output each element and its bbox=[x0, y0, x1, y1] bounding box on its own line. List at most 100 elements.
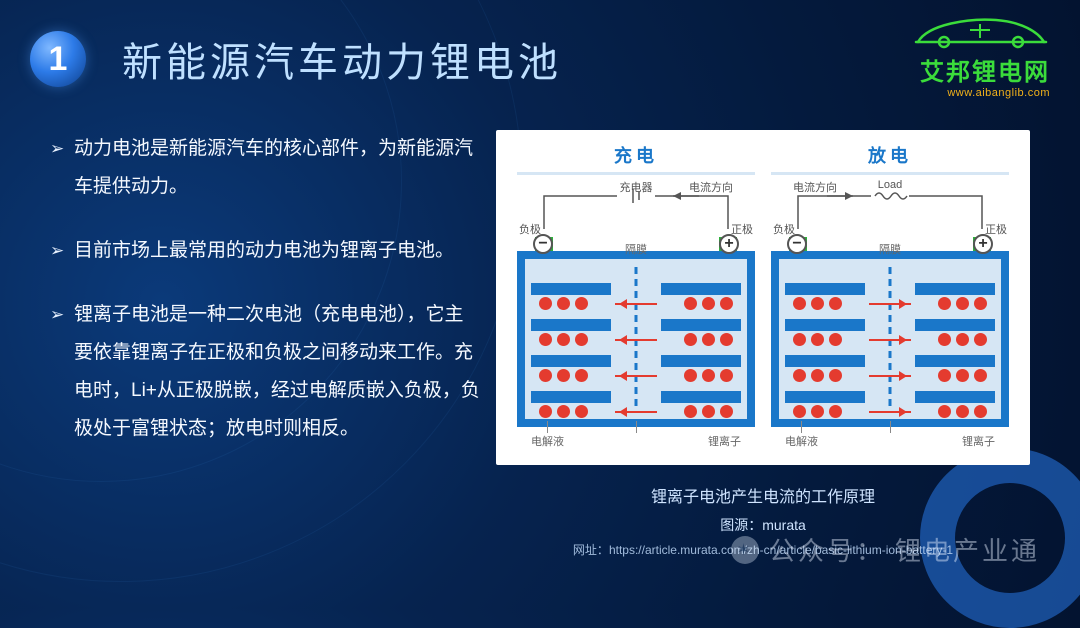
electrode-shelves bbox=[785, 269, 995, 409]
lithium-ion-icon bbox=[557, 405, 570, 418]
lithium-ion-icon bbox=[702, 369, 715, 382]
lithium-ion-icon bbox=[938, 369, 951, 382]
lithium-ion-icon bbox=[938, 297, 951, 310]
url-prefix: 网址： bbox=[573, 543, 609, 557]
cell-inner: 隔膜−+ bbox=[779, 259, 1001, 419]
source-prefix: 图源： bbox=[720, 517, 762, 533]
lithium-ion-icon bbox=[575, 369, 588, 382]
slide-title: 新能源汽车动力锂电池 bbox=[122, 30, 562, 88]
lithium-ion-icon bbox=[557, 333, 570, 346]
url-text: https://article.murata.com/zh-cn/article… bbox=[609, 543, 953, 557]
ion-flow-arrow-icon bbox=[869, 411, 911, 413]
ion-flow-arrow-icon bbox=[615, 375, 657, 377]
lithium-ion-icon bbox=[829, 333, 842, 346]
circuit-row: Load 电流方向 bbox=[771, 181, 1009, 229]
ion-flow-arrow-icon bbox=[615, 339, 657, 341]
bullet-list: ➢ 动力电池是新能源汽车的核心部件，为新能源汽车提供动力。 ➢ 目前市场上最常用… bbox=[50, 130, 480, 578]
lithium-ion-icon bbox=[974, 333, 987, 346]
ion-label: 锂离子 bbox=[962, 433, 995, 449]
lithium-ion-icon bbox=[684, 333, 697, 346]
panel-title: 放电 bbox=[771, 142, 1009, 175]
ion-flow-arrow-icon bbox=[615, 303, 657, 305]
lithium-ion-icon bbox=[956, 405, 969, 418]
lithium-ion-icon bbox=[720, 297, 733, 310]
lithium-ion-icon bbox=[720, 405, 733, 418]
diagram-url: 网址：https://article.murata.com/zh-cn/arti… bbox=[496, 541, 1030, 558]
separator-label: 隔膜 bbox=[879, 241, 901, 257]
lithium-ion-icon bbox=[793, 405, 806, 418]
panel-title: 充电 bbox=[517, 142, 755, 175]
lithium-ion-icon bbox=[684, 297, 697, 310]
cathode-layer bbox=[915, 355, 995, 367]
device-label: 充电器 bbox=[620, 179, 653, 195]
lithium-ion-icon bbox=[575, 297, 588, 310]
ion-flow-arrow-icon bbox=[869, 339, 911, 341]
anode-layer bbox=[531, 355, 611, 367]
slide-header: 1 新能源汽车动力锂电池 艾邦锂电网 www.aibanglib.com bbox=[30, 30, 1050, 88]
bullet-item: ➢ 目前市场上最常用的动力电池为锂离子电池。 bbox=[50, 232, 480, 270]
bullet-marker-icon: ➢ bbox=[50, 232, 74, 270]
diagram-area: 充电 充电器 电流方向负极正极隔膜−+电解液 锂离子 放电 Load 电流方向负… bbox=[496, 130, 1030, 578]
electrolyte-label: 电解液 bbox=[531, 433, 564, 449]
lithium-ion-icon bbox=[811, 405, 824, 418]
lithium-ion-icon bbox=[974, 297, 987, 310]
lithium-ion-icon bbox=[974, 405, 987, 418]
lithium-ion-icon bbox=[829, 405, 842, 418]
cell-inner: 隔膜−+ bbox=[525, 259, 747, 419]
lithium-ion-icon bbox=[793, 369, 806, 382]
diagram-source: 图源：murata bbox=[496, 515, 1030, 535]
lithium-ion-icon bbox=[956, 333, 969, 346]
lithium-ion-icon bbox=[575, 333, 588, 346]
lithium-ion-icon bbox=[811, 369, 824, 382]
footer-labels: 电解液 锂离子 bbox=[771, 433, 1009, 449]
anode-layer bbox=[785, 391, 865, 403]
lithium-ion-icon bbox=[684, 369, 697, 382]
car-outline-icon bbox=[910, 16, 1050, 50]
minus-sign-icon: − bbox=[787, 234, 807, 254]
device-label: Load bbox=[878, 179, 902, 191]
bullet-marker-icon: ➢ bbox=[50, 296, 74, 448]
lithium-ion-icon bbox=[938, 333, 951, 346]
lithium-ion-icon bbox=[539, 333, 552, 346]
lithium-ion-icon bbox=[956, 297, 969, 310]
ion-flow-arrow-icon bbox=[869, 303, 911, 305]
lithium-ion-icon bbox=[557, 297, 570, 310]
minus-sign-icon: − bbox=[533, 234, 553, 254]
lithium-ion-icon bbox=[811, 333, 824, 346]
anode-layer bbox=[531, 319, 611, 331]
lithium-ion-icon bbox=[702, 297, 715, 310]
plus-sign-icon: + bbox=[973, 234, 993, 254]
bullet-text: 动力电池是新能源汽车的核心部件，为新能源汽车提供动力。 bbox=[74, 130, 480, 206]
anode-layer bbox=[785, 283, 865, 295]
slide-body: ➢ 动力电池是新能源汽车的核心部件，为新能源汽车提供动力。 ➢ 目前市场上最常用… bbox=[50, 130, 1030, 578]
cathode-layer bbox=[661, 391, 741, 403]
brand-url: www.aibanglib.com bbox=[910, 87, 1050, 99]
bullet-marker-icon: ➢ bbox=[50, 130, 74, 206]
lithium-ion-icon bbox=[938, 405, 951, 418]
lithium-ion-icon bbox=[684, 405, 697, 418]
cathode-layer bbox=[661, 283, 741, 295]
electrode-shelves bbox=[531, 269, 741, 409]
separator-label: 隔膜 bbox=[625, 241, 647, 257]
cathode-layer bbox=[915, 319, 995, 331]
ion-flow-arrow-icon bbox=[869, 375, 911, 377]
brand-logo: 艾邦锂电网 www.aibanglib.com bbox=[910, 16, 1050, 99]
anode-layer bbox=[785, 355, 865, 367]
current-label: 电流方向 bbox=[689, 179, 733, 195]
lithium-ion-icon bbox=[956, 369, 969, 382]
bullet-text: 目前市场上最常用的动力电池为锂离子电池。 bbox=[74, 232, 480, 270]
lithium-ion-icon bbox=[793, 297, 806, 310]
lithium-ion-icon bbox=[829, 297, 842, 310]
bullet-text: 锂离子电池是一种二次电池（充电电池），它主要依靠锂离子在正极和负极之间移动来工作… bbox=[74, 296, 480, 448]
ion-label: 锂离子 bbox=[708, 433, 741, 449]
cathode-layer bbox=[915, 283, 995, 295]
cathode-layer bbox=[915, 391, 995, 403]
lithium-ion-icon bbox=[720, 369, 733, 382]
bullet-item: ➢ 动力电池是新能源汽车的核心部件，为新能源汽车提供动力。 bbox=[50, 130, 480, 206]
section-number-badge: 1 bbox=[30, 31, 86, 87]
lithium-ion-icon bbox=[539, 369, 552, 382]
diagram-caption: 锂离子电池产生电流的工作原理 bbox=[496, 483, 1030, 507]
lithium-ion-icon bbox=[811, 297, 824, 310]
source-name: murata bbox=[762, 517, 806, 533]
lithium-ion-icon bbox=[829, 369, 842, 382]
